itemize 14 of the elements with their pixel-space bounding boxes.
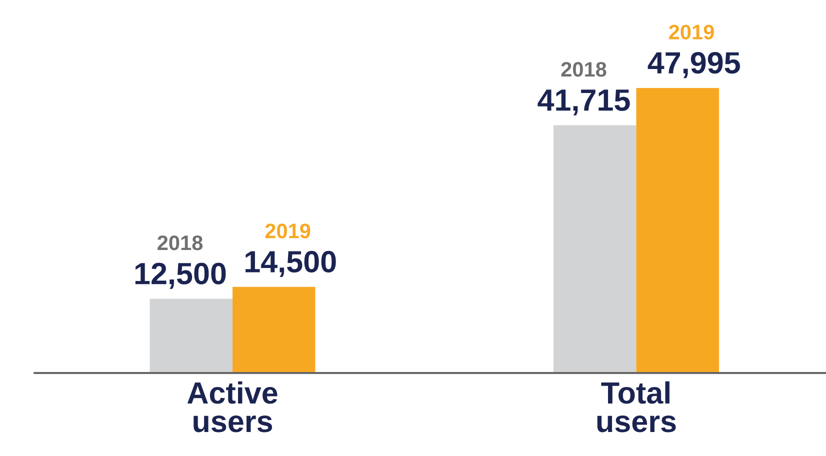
data-label: 14,500	[246, 250, 336, 277]
text: 2019	[669, 24, 714, 40]
text: 2018	[158, 235, 203, 250]
data-label: 41,715	[538, 90, 630, 116]
x-tick-label: Active users	[187, 381, 278, 432]
text: 2019	[265, 224, 310, 238]
text: 2018	[561, 62, 606, 77]
data-label: 47,995	[648, 52, 740, 78]
x-tick-label: Total users	[597, 381, 676, 432]
data-label: 12,500	[135, 262, 226, 289]
bar	[553, 125, 636, 374]
bar	[636, 88, 720, 374]
bar	[232, 286, 316, 374]
bar	[150, 298, 233, 374]
